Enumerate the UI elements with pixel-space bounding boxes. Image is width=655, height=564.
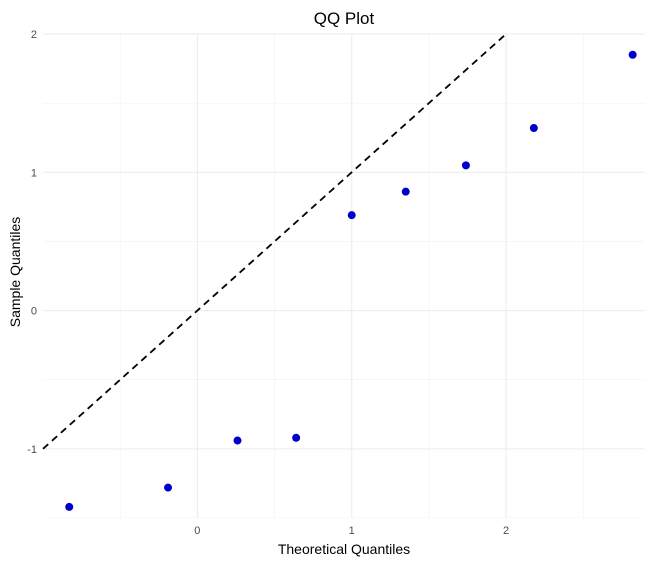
y-tick-label: 0 (31, 306, 37, 318)
x-tick-label: 1 (349, 525, 355, 537)
data-point (628, 50, 637, 59)
y-tick-label: -1 (27, 444, 37, 456)
grid (43, 33, 645, 519)
chart-title: QQ Plot (314, 9, 375, 28)
x-tick-label: 2 (503, 525, 509, 537)
y-tick-labels: -1 0 1 2 (27, 29, 37, 456)
reference-line (42, 33, 507, 450)
data-point (401, 187, 410, 196)
data-points (65, 50, 637, 511)
data-point (529, 124, 538, 133)
data-point (65, 502, 74, 511)
data-point (461, 161, 470, 170)
x-tick-labels: 0 1 2 (194, 525, 509, 537)
data-point (164, 483, 173, 492)
y-axis-label: Sample Quantiles (7, 217, 23, 328)
data-point (347, 211, 356, 220)
y-tick-label: 2 (31, 29, 37, 41)
x-axis-label: Theoretical Quantiles (278, 541, 410, 557)
x-tick-label: 0 (194, 525, 200, 537)
y-tick-label: 1 (31, 167, 37, 179)
data-point (292, 433, 301, 442)
data-point (233, 436, 242, 445)
